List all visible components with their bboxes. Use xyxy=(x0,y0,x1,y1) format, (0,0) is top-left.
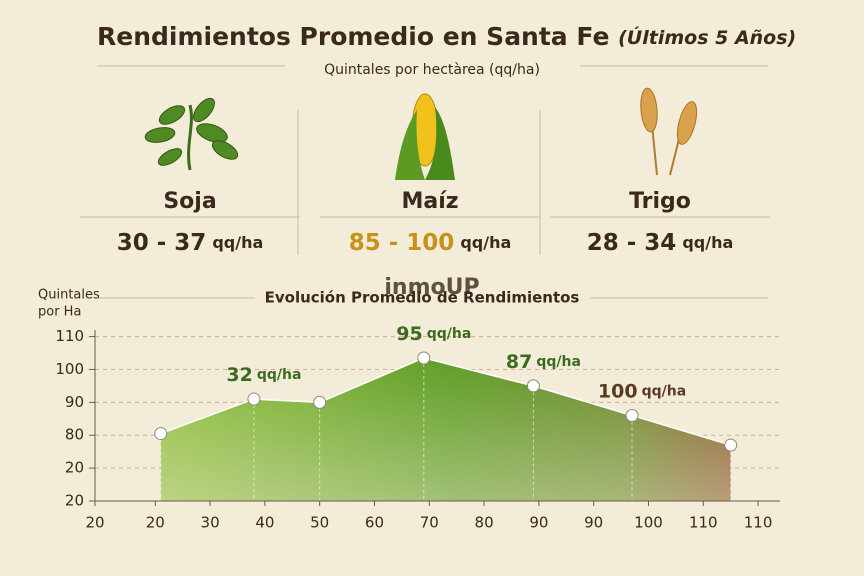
annotation: 32 qq/ha xyxy=(226,364,301,386)
title-text: Rendimientos Promedio en Santa Fe xyxy=(97,22,609,51)
y-tick-label: 110 xyxy=(55,327,84,345)
annotation: 100 qq/ha xyxy=(598,380,686,402)
y-tick-label: 20 xyxy=(65,492,84,510)
x-tick-label: 60 xyxy=(365,514,384,532)
annotation-unit: qq/ha xyxy=(642,384,687,400)
x-tick-label: 50 xyxy=(310,514,329,532)
wheat-icon xyxy=(640,87,698,176)
x-tick-label: 110 xyxy=(689,514,718,532)
crop-range: 30 - 37 xyxy=(117,230,207,256)
crop-range: 85 - 100 xyxy=(349,230,455,256)
annotation-unit: qq/ha xyxy=(536,354,581,370)
annotation-unit: qq/ha xyxy=(257,367,302,383)
crop-name: Maíz xyxy=(401,189,458,214)
soy-icon xyxy=(144,97,239,171)
point xyxy=(417,351,431,365)
point xyxy=(154,427,168,441)
annotation-number: 100 xyxy=(598,380,638,402)
area-fade xyxy=(160,357,731,501)
annotation-number: 32 xyxy=(226,364,252,386)
x-tick-label: 80 xyxy=(475,514,494,532)
x-tick-label: 40 xyxy=(255,514,274,532)
x-tick-label: 20 xyxy=(146,514,165,532)
title-note: (Últimos 5 Años) xyxy=(618,25,796,49)
crop-unit: qq/ha xyxy=(682,233,733,252)
title: Rendimientos Promedio en Santa Fe (Últim… xyxy=(97,22,796,51)
annotation: 87 qq/ha xyxy=(506,350,581,372)
x-tick-label: 90 xyxy=(529,514,548,532)
annotation-number: 95 xyxy=(396,322,422,344)
crop-yield: 28 - 34 qq/ha xyxy=(587,230,734,256)
crop-range: 28 - 34 xyxy=(587,230,677,256)
crop-name: Soja xyxy=(163,189,216,214)
crop-unit: qq/ha xyxy=(460,233,511,252)
x-tick-label: 20 xyxy=(85,514,104,532)
crop-name: Trigo xyxy=(629,189,691,214)
point xyxy=(625,409,639,422)
point xyxy=(247,392,261,406)
y-tick-label: 100 xyxy=(55,360,84,378)
annotation-number: 87 xyxy=(506,350,532,372)
crop-yield: 85 - 100 qq/ha xyxy=(349,230,512,256)
x-tick-label: 70 xyxy=(420,514,439,532)
annotation-unit: qq/ha xyxy=(427,326,472,342)
watermark: inmoUP xyxy=(384,275,479,300)
x-tick-label: 110 xyxy=(744,514,773,532)
x-tick-label: 30 xyxy=(201,514,220,532)
crop-unit: qq/ha xyxy=(212,233,263,252)
crop-yield: 30 - 37 qq/ha xyxy=(117,230,264,256)
point xyxy=(724,438,738,452)
y-tick-label: 80 xyxy=(65,426,84,444)
annotation: 95 qq/ha xyxy=(396,322,471,344)
point xyxy=(526,379,540,393)
point xyxy=(313,395,327,409)
y-axis-label: por Ha xyxy=(38,305,81,320)
x-tick-label: 100 xyxy=(634,514,663,532)
corn-icon xyxy=(395,93,455,180)
chart-title: Evolución Promedio de Rendimientos xyxy=(265,289,580,307)
x-tick-label: 90 xyxy=(584,514,603,532)
y-tick-label: 20 xyxy=(65,459,84,477)
y-axis-label: Quintales xyxy=(38,288,100,303)
subtitle: Quintales por hectàrea (qq/ha) xyxy=(324,62,540,78)
y-tick-label: 90 xyxy=(65,393,84,411)
